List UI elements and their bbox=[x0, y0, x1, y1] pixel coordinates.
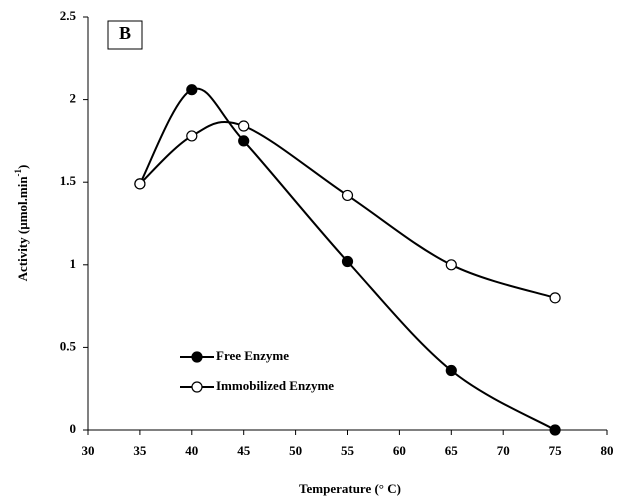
legend-marker bbox=[191, 381, 203, 393]
panel-label: B bbox=[119, 23, 131, 43]
y-tick-label: 0 bbox=[70, 421, 77, 436]
y-tick-label: 1.5 bbox=[60, 173, 77, 188]
x-axis-label: Temperature (° C) bbox=[299, 481, 401, 496]
x-tick-label: 55 bbox=[341, 443, 355, 458]
y-tick-label: 2 bbox=[70, 91, 77, 106]
x-tick-label: 40 bbox=[185, 443, 198, 458]
data-point bbox=[134, 178, 146, 190]
data-point bbox=[238, 120, 250, 132]
legend-label: Immobilized Enzyme bbox=[216, 378, 334, 393]
x-tick-label: 65 bbox=[445, 443, 459, 458]
y-tick-label: 2.5 bbox=[60, 8, 77, 23]
x-tick-label: 80 bbox=[601, 443, 614, 458]
x-tick-label: 30 bbox=[82, 443, 95, 458]
x-tick-label: 60 bbox=[393, 443, 406, 458]
x-tick-label: 45 bbox=[237, 443, 251, 458]
data-point bbox=[186, 130, 198, 142]
panel-label-box bbox=[107, 20, 143, 50]
data-point bbox=[445, 364, 457, 377]
y-label-sup: -1 bbox=[13, 168, 23, 176]
legend-marker bbox=[191, 351, 203, 363]
x-tick-label: 70 bbox=[497, 443, 510, 458]
legend-label: Free Enzyme bbox=[216, 348, 289, 363]
data-point bbox=[549, 292, 561, 304]
x-tick-label: 75 bbox=[549, 443, 563, 458]
series-line bbox=[139, 121, 556, 299]
data-point bbox=[549, 424, 561, 436]
data-point bbox=[341, 189, 354, 202]
data-point bbox=[186, 84, 198, 96]
y-label-main: Activity (µmol.min bbox=[15, 176, 30, 282]
y-tick-label: 1 bbox=[70, 256, 77, 271]
data-point bbox=[238, 135, 250, 147]
data-point bbox=[341, 255, 354, 268]
y-axis-label: Activity (µmol.min-1) bbox=[13, 165, 30, 282]
y-label-end: ) bbox=[15, 165, 30, 169]
y-tick-label: 0.5 bbox=[60, 338, 77, 353]
x-tick-label: 35 bbox=[133, 443, 147, 458]
x-tick-label: 50 bbox=[289, 443, 302, 458]
data-point bbox=[445, 259, 457, 271]
